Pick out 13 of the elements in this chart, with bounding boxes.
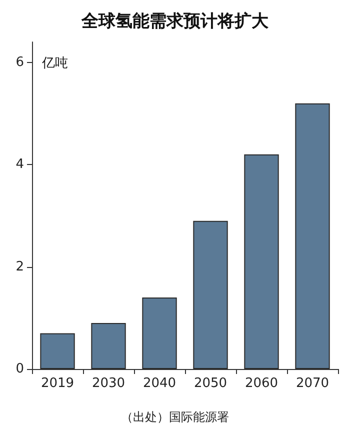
- y-tick-label: 2: [16, 259, 24, 274]
- x-tick-label: 2040: [142, 376, 176, 391]
- y-tick-label: 0: [16, 362, 24, 376]
- x-tick-label: 2019: [40, 376, 74, 391]
- y-axis-title: 亿吨: [41, 56, 68, 71]
- text: （出处）国际能源署: [121, 410, 229, 424]
- x-tick-label: 2050: [194, 376, 228, 391]
- x-tick-label: 2060: [244, 376, 278, 391]
- y-tick-label: 4: [16, 157, 24, 172]
- y-tick-label: 6: [16, 54, 24, 70]
- chart-title: 全球氢能需求预计将扩大: [80, 12, 270, 32]
- x-tick-label: 2030: [92, 376, 126, 391]
- x-tick-label: 2070: [296, 376, 330, 391]
